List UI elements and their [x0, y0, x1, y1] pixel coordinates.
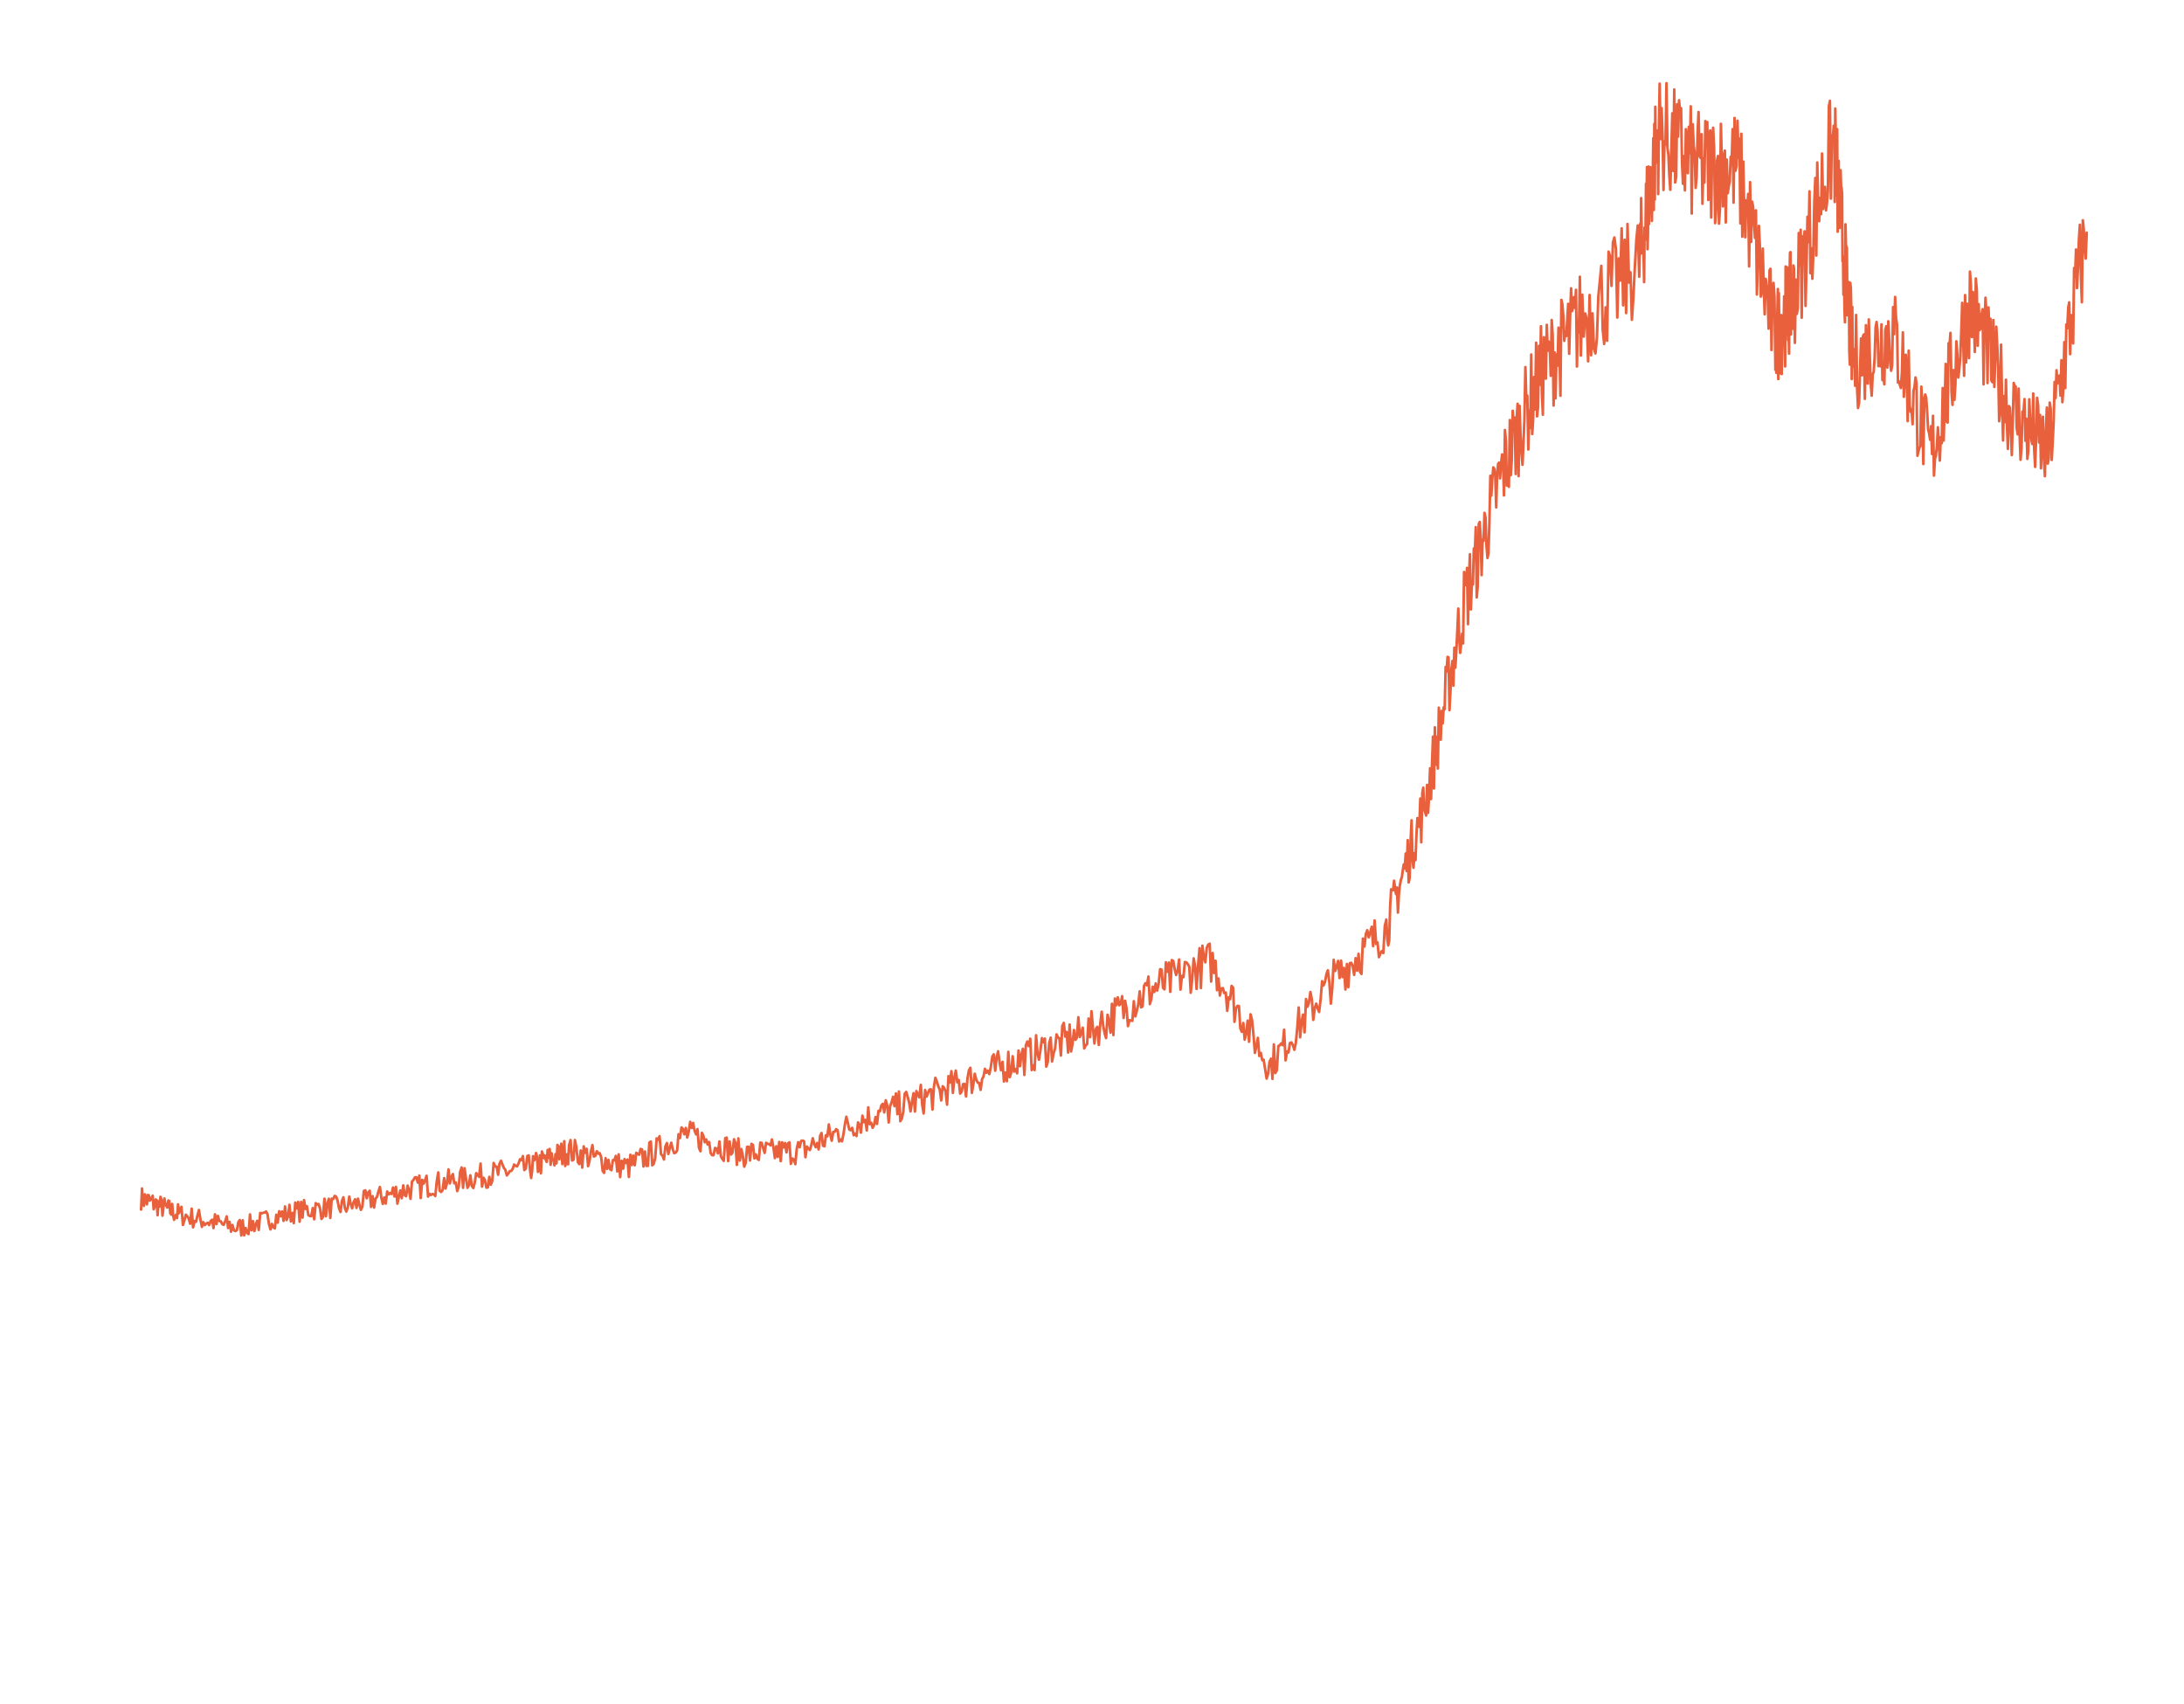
series-line-0: [140, 81, 2089, 1237]
series-layer: [140, 81, 2089, 1237]
